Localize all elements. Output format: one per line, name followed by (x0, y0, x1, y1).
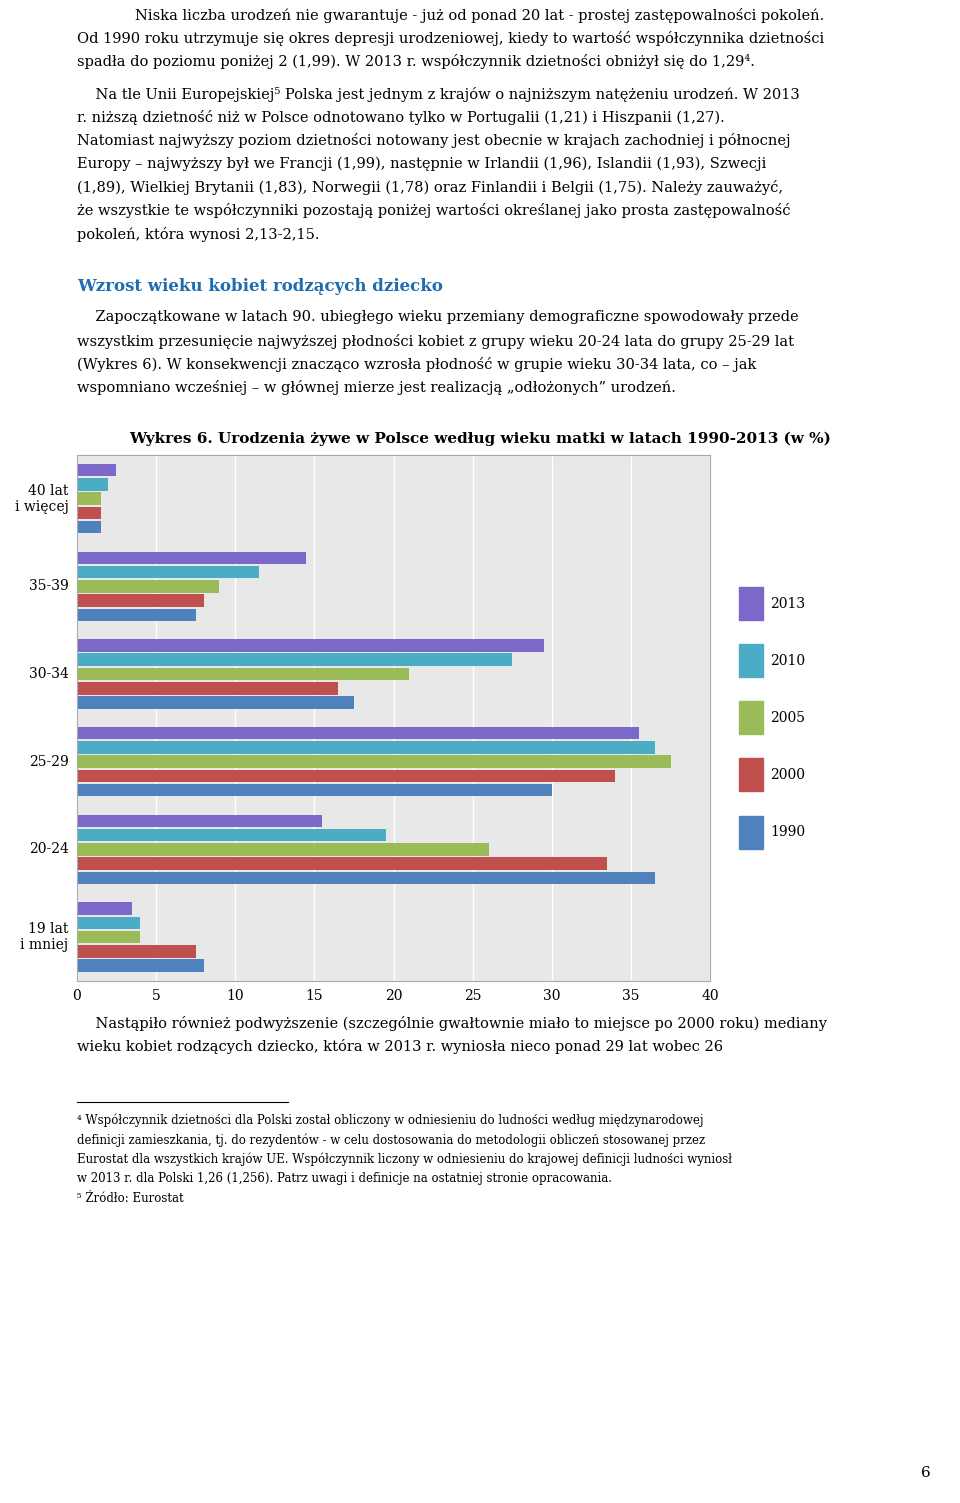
Text: 2010: 2010 (770, 654, 805, 667)
Text: (Wykres 6). W konsekwencji znacząco wzrosła płodność w grupie wieku 30-34 lata, : (Wykres 6). W konsekwencji znacząco wzro… (77, 356, 756, 371)
Text: w 2013 r. dla Polski 1,26 (1,256). Patrz uwagi i definicje na ostatniej stronie : w 2013 r. dla Polski 1,26 (1,256). Patrz… (77, 1172, 612, 1186)
Text: 2000: 2000 (770, 768, 804, 782)
Bar (77, 522, 101, 534)
Bar (77, 507, 101, 519)
Text: że wszystkie te współczynniki pozostają poniżej wartości określanej jako prosta : że wszystkie te współczynniki pozostają … (77, 203, 790, 218)
Bar (77, 770, 615, 782)
Bar (77, 682, 338, 694)
Text: Niska liczba urodzeń nie gwarantuje - już od ponad 20 lat - prostej zastępowalno: Niska liczba urodzeń nie gwarantuje - ju… (135, 8, 825, 23)
Bar (77, 815, 323, 827)
Text: wszystkim przesunięcie najwyższej płodności kobiet z grupy wieku 20-24 lata do g: wszystkim przesunięcie najwyższej płodno… (77, 334, 794, 349)
Bar (77, 756, 671, 768)
Bar (77, 945, 196, 957)
Text: Od 1990 roku utrzymuje się okres depresji urodzeniowej, kiedy to wartość współcz: Od 1990 roku utrzymuje się okres depresj… (77, 30, 824, 45)
Text: pokoleń, która wynosi 2,13-2,15.: pokoleń, która wynosi 2,13-2,15. (77, 227, 320, 242)
Bar (77, 696, 354, 709)
Text: definicji zamieszkania, tj. do rezydentów - w celu dostosowania do metodologii o: definicji zamieszkania, tj. do rezydentó… (77, 1133, 705, 1147)
Bar (77, 727, 639, 739)
Text: ⁴ Współczynnik dzietności dla Polski został obliczony w odniesieniu do ludności : ⁴ Współczynnik dzietności dla Polski zos… (77, 1114, 704, 1127)
Bar (77, 552, 306, 564)
Bar (77, 667, 410, 681)
Bar (77, 785, 552, 797)
Bar (77, 959, 204, 972)
Bar (77, 478, 108, 490)
Text: 2005: 2005 (770, 711, 804, 724)
Bar (77, 493, 101, 505)
Text: Nastąpiło również podwyższenie (szczególnie gwałtownie miało to miejsce po 2000 : Nastąpiło również podwyższenie (szczegól… (77, 1016, 827, 1031)
Text: ⁵ Źródło: Eurostat: ⁵ Źródło: Eurostat (77, 1192, 183, 1205)
Bar (77, 930, 140, 944)
Text: (1,89), Wielkiej Brytanii (1,83), Norwegii (1,78) oraz Finlandii i Belgii (1,75): (1,89), Wielkiej Brytanii (1,83), Norweg… (77, 180, 783, 195)
Text: Na tle Unii Europejskiej⁵ Polska jest jednym z krajów o najniższym natężeniu uro: Na tle Unii Europejskiej⁵ Polska jest je… (77, 87, 800, 102)
Text: Wykres 6. Urodzenia żywe w Polsce według wieku matki w latach 1990-2013 (w %): Wykres 6. Urodzenia żywe w Polsce według… (129, 431, 831, 446)
Bar (77, 609, 196, 621)
Bar (77, 741, 655, 753)
Bar (77, 639, 544, 652)
Text: 1990: 1990 (770, 825, 805, 839)
Bar (77, 464, 116, 476)
Text: Wzrost wieku kobiet rodzących dziecko: Wzrost wieku kobiet rodzących dziecko (77, 278, 443, 295)
Text: Zapoczątkowane w latach 90. ubiegłego wieku przemiany demograficzne spowodowały : Zapoczątkowane w latach 90. ubiegłego wi… (77, 310, 799, 325)
Bar (77, 565, 259, 579)
Text: Europy – najwyższy był we Francji (1,99), następnie w Irlandii (1,96), Islandii : Europy – najwyższy był we Francji (1,99)… (77, 156, 766, 171)
Text: Eurostat dla wszystkich krajów UE. Współczynnik liczony w odniesieniu do krajowe: Eurostat dla wszystkich krajów UE. Współ… (77, 1153, 732, 1166)
Text: 2013: 2013 (770, 597, 805, 610)
Text: spadła do poziomu poniżej 2 (1,99). W 2013 r. współczynnik dzietności obniżył si: spadła do poziomu poniżej 2 (1,99). W 20… (77, 54, 755, 69)
Text: wieku kobiet rodzących dziecko, która w 2013 r. wyniosła nieco ponad 29 lat wobe: wieku kobiet rodzących dziecko, która w … (77, 1039, 723, 1054)
Bar (77, 828, 386, 842)
Text: r. niższą dzietność niż w Polsce odnotowano tylko w Portugalii (1,21) i Hiszpani: r. niższą dzietność niż w Polsce odnotow… (77, 110, 725, 125)
Bar (77, 654, 513, 666)
Bar (77, 857, 608, 870)
Bar (77, 580, 219, 592)
Text: Natomiast najwyższy poziom dzietności notowany jest obecnie w krajach zachodniej: Natomiast najwyższy poziom dzietności no… (77, 134, 790, 149)
Text: wspomniano wcześniej – w głównej mierze jest realizacją „odłożonych” urodzeń.: wspomniano wcześniej – w głównej mierze … (77, 380, 676, 395)
Bar (77, 843, 489, 855)
Bar (77, 594, 204, 607)
Bar (77, 872, 655, 884)
Bar (77, 902, 132, 915)
Bar (77, 917, 140, 929)
Text: 6: 6 (922, 1467, 931, 1480)
